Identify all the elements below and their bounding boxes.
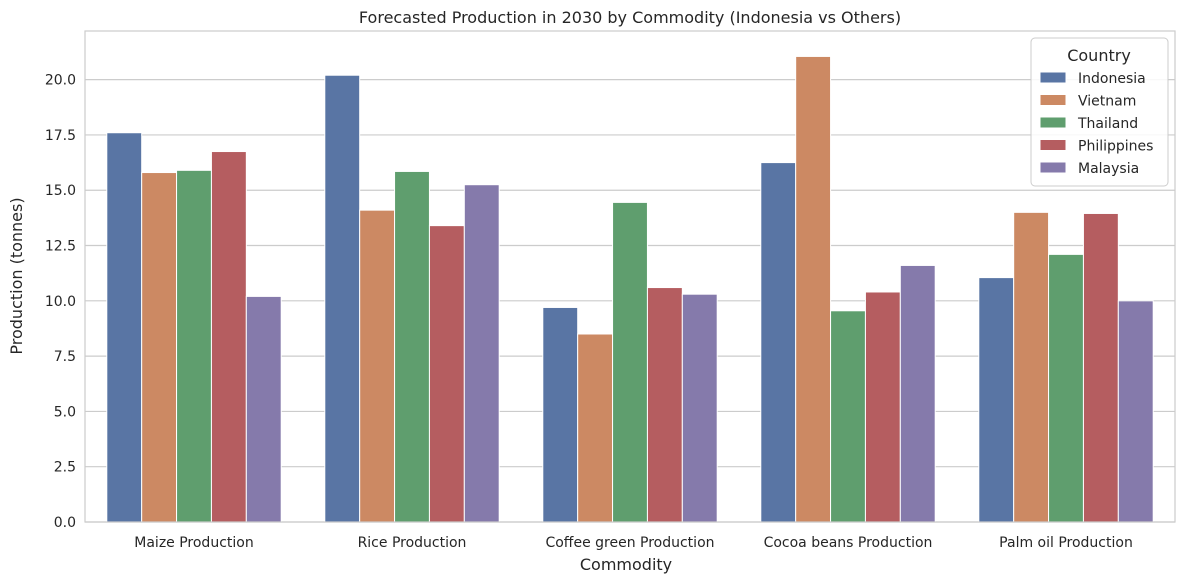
bar (141, 172, 178, 523)
legend-label: Indonesia (1078, 71, 1146, 87)
bar (978, 277, 1015, 523)
legend-label: Thailand (1077, 116, 1138, 132)
bar (612, 201, 648, 523)
bar (245, 295, 282, 523)
bar (542, 306, 579, 523)
y-axis-title: Production (tonnes) (7, 197, 26, 354)
bar (795, 55, 832, 523)
legend: Country Indonesia Vietnam Thailand Philippi… (1030, 37, 1169, 187)
y-tick-label: 10.0 (45, 294, 76, 310)
y-tick-label: 15.0 (45, 183, 76, 199)
x-tick-label: Cocoa beans Production (764, 535, 933, 551)
legend-label: Vietnam (1078, 94, 1136, 110)
legend-title: Country (1067, 46, 1131, 65)
bar (106, 132, 143, 523)
legend-swatch (1039, 94, 1067, 106)
legend-label: Philippines (1078, 139, 1153, 155)
bar (760, 162, 797, 523)
y-tick-label: 7.5 (54, 349, 76, 365)
bar (681, 293, 718, 523)
bar (463, 184, 500, 523)
bar (899, 264, 936, 523)
bar (1013, 211, 1050, 523)
x-tick-label: Maize Production (134, 535, 253, 551)
legend-items: Indonesia Vietnam Thailand Philippines Malay… (1039, 71, 1153, 177)
legend-swatch (1039, 139, 1067, 151)
bar (428, 225, 465, 523)
bar (394, 170, 430, 523)
x-tick-label: Palm oil Production (999, 535, 1133, 551)
chart-title: Forecasted Production in 2030 by Commodi… (359, 8, 901, 27)
bar (324, 74, 361, 523)
bar (359, 209, 396, 523)
bar (830, 310, 866, 523)
y-tick-label: 20.0 (45, 73, 76, 89)
y-tick-label: 12.5 (45, 239, 76, 255)
bar (577, 333, 614, 523)
bar (176, 169, 212, 523)
legend-swatch (1039, 161, 1067, 174)
x-tick-labels: Maize Production Rice Production Coffee gr… (134, 535, 1133, 551)
plot-frame (84, 30, 1176, 523)
y-tick-label: 2.5 (54, 460, 76, 476)
bar (1048, 253, 1084, 523)
x-tick-label: Coffee green Production (545, 535, 714, 551)
legend-swatch (1039, 116, 1067, 129)
legend-swatch (1039, 71, 1067, 84)
bar (1082, 212, 1119, 523)
y-tick-label: 5.0 (54, 404, 76, 420)
legend-label: Malaysia (1078, 161, 1139, 177)
y-tick-labels: 0.0 2.5 5.0 7.5 10.0 12.5 15.0 17.5 20.0 (45, 73, 76, 531)
x-axis-title: Commodity (580, 555, 672, 574)
bars (106, 55, 1154, 523)
bar (864, 291, 901, 523)
bar (646, 287, 683, 523)
x-tick-label: Rice Production (358, 535, 467, 551)
bar (1117, 300, 1154, 523)
y-tick-label: 17.5 (45, 128, 76, 144)
y-tick-label: 0.0 (54, 515, 76, 531)
bar (210, 151, 247, 523)
